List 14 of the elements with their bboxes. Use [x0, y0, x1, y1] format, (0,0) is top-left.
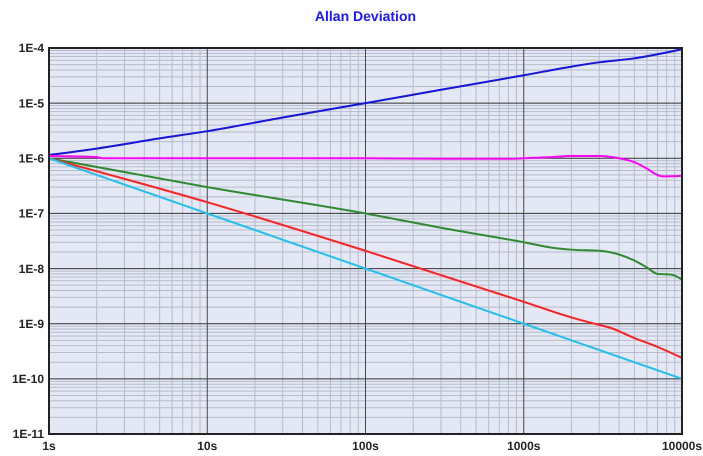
chart-title: Allan Deviation	[314, 8, 416, 24]
x-tick-label: 10s	[197, 439, 218, 453]
x-tick-label: 10000s	[662, 439, 702, 453]
x-tick-label: 100s	[352, 439, 380, 453]
x-tick-label: 1000s	[507, 439, 541, 453]
y-tick-label: 1E-5	[18, 96, 44, 110]
y-tick-label: 1E-10	[12, 372, 44, 386]
y-tick-label: 1E-11	[12, 427, 44, 442]
x-tick-label: 1s	[42, 439, 56, 453]
y-tick-label: 1E-8	[18, 262, 44, 276]
y-tick-label: 1E-9	[18, 316, 44, 331]
y-tick-label: 1E-4	[18, 41, 44, 56]
y-tick-label: 1E-6	[18, 151, 44, 166]
y-tick-label: 1E-7	[18, 206, 44, 221]
